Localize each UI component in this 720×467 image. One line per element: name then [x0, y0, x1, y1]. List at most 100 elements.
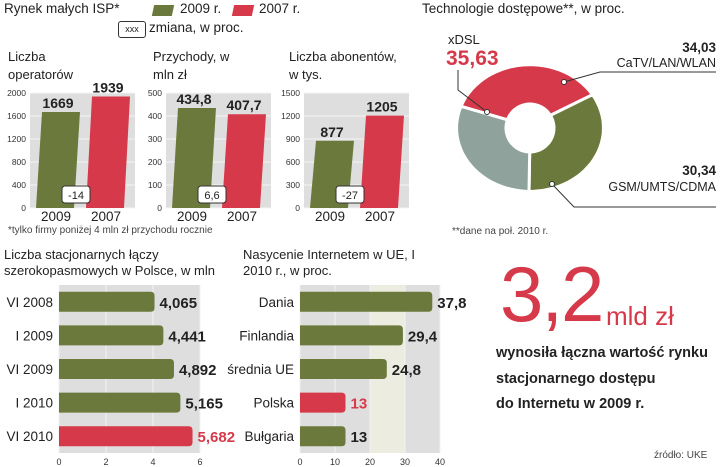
chart5-xtick: 2 — [103, 457, 108, 467]
chart3-bar-2007 — [360, 115, 404, 208]
pie-label-catv: CaTV/LAN/WLAN — [617, 56, 716, 70]
chart5-category-label: I 2009 — [15, 328, 53, 343]
chart3-title: Liczba abonentów, w tys. — [289, 49, 397, 82]
legend-label-2007: 2007 r. — [259, 1, 301, 16]
legend-label-2009: 2009 r. — [180, 1, 222, 16]
pie-label-gsm: GSM/UMTS/CDMA — [608, 180, 716, 194]
chart2-change-label: 6,6 — [204, 190, 219, 202]
pie-label-xdsl: xDSL — [448, 32, 480, 47]
chart1-bar-2009 — [36, 112, 80, 208]
chart2-xtick: 2009 — [177, 209, 207, 224]
chart2-ytick: 0 — [157, 203, 162, 213]
pie-leader-catv — [563, 71, 716, 83]
chart3-value-label: 877 — [320, 124, 344, 140]
chart2-ytick: 200 — [148, 157, 162, 167]
chart5-value-label: 4,441 — [168, 328, 206, 345]
chart1-ytick: 0 — [21, 203, 26, 213]
chart6-category-label: Finlandia — [239, 328, 294, 343]
chart5-bar — [59, 291, 155, 312]
pie-title: Technologie dostępowe**, w proc. — [422, 1, 625, 16]
chart6-category-label: Dania — [259, 295, 295, 310]
chart5-bar — [59, 359, 174, 379]
chart2-xtick: 2007 — [227, 209, 257, 224]
chart6-bar — [300, 291, 433, 312]
chart2-title: Przychody, w mln zł — [153, 49, 230, 82]
chart6-value-label: 13 — [351, 429, 368, 446]
chart2-bar-2009 — [172, 107, 216, 208]
chart5-value-label: 5,165 — [185, 396, 223, 413]
pie-slice-gsm-umts-cdma — [455, 104, 532, 193]
chart5-category-label: VI 2009 — [6, 362, 53, 377]
chart2-ytick: 400 — [148, 111, 162, 121]
chart1-title: Liczba operatorów — [8, 49, 74, 82]
callout-line1: wynosiła łączna wartość rynku — [496, 345, 708, 361]
chart5-bar — [59, 392, 181, 413]
pie-leader-dot — [549, 181, 555, 187]
chart5-category-label: I 2010 — [15, 396, 53, 411]
chart1-change-box — [61, 185, 91, 204]
chart5-value-label: 4,065 — [160, 295, 198, 312]
chart2-bar-2007 — [222, 114, 266, 208]
footnote: *tylko firmy poniżej 4 mln zł przychodu … — [8, 225, 213, 236]
chart2-value-label: 407,7 — [226, 97, 261, 113]
chart3-ytick: 300 — [286, 180, 300, 190]
chart3-ytick: 1200 — [281, 111, 300, 121]
chart3-xtick: 2009 — [315, 209, 345, 224]
chart1-ytick: 1600 — [7, 111, 26, 121]
source-label: źródło: UKE — [654, 450, 708, 461]
chart3-change-box — [335, 185, 365, 204]
chart6-value-label: 37,8 — [437, 295, 466, 312]
chart5-xtick: 0 — [56, 457, 61, 467]
chart2-ytick: 300 — [148, 134, 162, 144]
chart5-title: Liczba stacjonarnych łączy szerokopasmow… — [4, 247, 215, 278]
chart6-title: Nasycenie Internetem w UE, I 2010 r., w … — [243, 247, 415, 278]
callout-line2: stacjonarnego dostępu — [496, 371, 656, 387]
chart5-category-label: VI 2008 — [6, 295, 53, 310]
chart6-category-label: Bułgaria — [244, 429, 294, 444]
chart2-change-box — [197, 185, 227, 204]
pie-leader-gsm — [551, 183, 716, 208]
chart5-value-label: 5,682 — [198, 429, 236, 446]
chart6-bar — [300, 325, 403, 346]
chart3-ytick: 900 — [286, 134, 300, 144]
change-legend-label: zmiana, w proc. — [149, 20, 244, 35]
chart6-category-label: średnia UE — [227, 362, 294, 377]
chart5-value-label: 4,892 — [179, 362, 217, 379]
chart5-bar — [59, 325, 164, 346]
chart6-xtick: 0 — [297, 457, 302, 467]
chart5-xtick: 4 — [150, 457, 155, 467]
change-legend-box: xxx — [118, 21, 146, 38]
chart2-ytick: 500 — [148, 88, 162, 98]
chart6-value-label: 24,8 — [392, 362, 421, 379]
chart1-value-label: 1939 — [92, 80, 123, 96]
callout-big-number: 3,2 — [500, 250, 604, 338]
chart6-xtick: 20 — [365, 457, 375, 467]
chart2-ytick: 100 — [148, 180, 162, 190]
chart6-xtick: 10 — [330, 457, 340, 467]
chart3-ytick: 600 — [286, 157, 300, 167]
chart1-xtick: 2007 — [91, 209, 121, 224]
chart6-value-label: 29,4 — [408, 328, 438, 345]
chart5-xtick: 6 — [197, 457, 202, 467]
pie-value-gsm: 30,34 — [682, 163, 716, 178]
chart1-bar-2007 — [86, 96, 130, 208]
pie-leader-dot — [561, 79, 567, 85]
chart6-bar — [300, 359, 387, 379]
chart1-value-label: 1669 — [42, 95, 73, 111]
callout-unit: mld zł — [606, 301, 674, 331]
chart3-ytick: 0 — [295, 203, 300, 213]
chart6-bar — [300, 426, 346, 447]
chart1-xtick: 2009 — [41, 209, 71, 224]
chart3-change-label: -27 — [342, 190, 358, 202]
chart5-category-label: VI 2010 — [6, 429, 53, 444]
chart6-category-label: Polska — [253, 396, 294, 411]
legend-title: Rynek małych ISP* — [4, 1, 120, 16]
chart6-xtick: 40 — [435, 457, 445, 467]
callout-line3: do Internetu w 2009 r. — [496, 396, 645, 412]
pie-value-xdsl: 35,63 — [446, 47, 499, 70]
chart6-value-label: 13 — [351, 396, 368, 413]
chart6-xtick: 30 — [400, 457, 410, 467]
pie-slice-catv-lan-wlan — [527, 93, 605, 193]
chart1-ytick: 1200 — [7, 134, 26, 144]
